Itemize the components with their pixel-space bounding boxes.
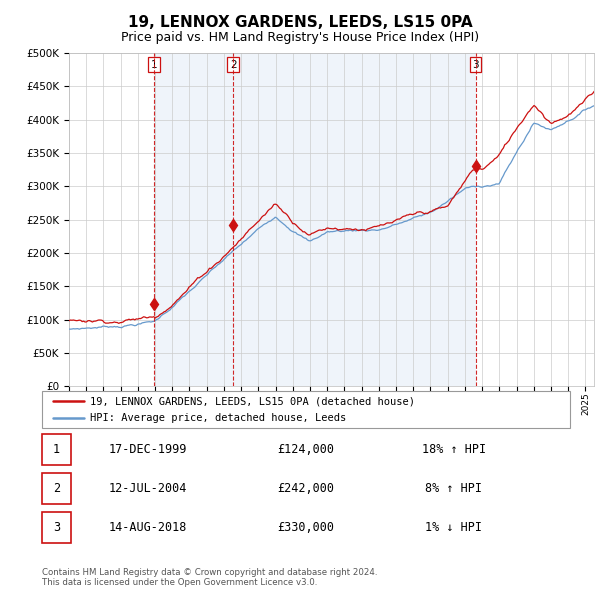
Text: 14-AUG-2018: 14-AUG-2018 [109,521,187,534]
Text: 18% ↑ HPI: 18% ↑ HPI [422,443,486,456]
Bar [42,512,71,543]
Text: 12-JUL-2004: 12-JUL-2004 [109,482,187,495]
Text: 1% ↓ HPI: 1% ↓ HPI [425,521,482,534]
Text: £124,000: £124,000 [277,443,335,456]
Text: 1: 1 [53,443,60,456]
Text: 2: 2 [53,482,60,495]
Text: £242,000: £242,000 [277,482,335,495]
Text: 2: 2 [230,60,236,70]
Text: 19, LENNOX GARDENS, LEEDS, LS15 0PA (detached house): 19, LENNOX GARDENS, LEEDS, LS15 0PA (det… [89,396,415,407]
Text: £330,000: £330,000 [277,521,335,534]
Text: HPI: Average price, detached house, Leeds: HPI: Average price, detached house, Leed… [89,412,346,422]
Text: Contains HM Land Registry data © Crown copyright and database right 2024.
This d: Contains HM Land Registry data © Crown c… [42,568,377,587]
Text: 1: 1 [151,60,158,70]
Text: 3: 3 [53,521,60,534]
Bar [42,434,71,465]
Text: 17-DEC-1999: 17-DEC-1999 [109,443,187,456]
Text: 19, LENNOX GARDENS, LEEDS, LS15 0PA: 19, LENNOX GARDENS, LEEDS, LS15 0PA [128,15,472,30]
Bar [42,473,71,504]
Text: 8% ↑ HPI: 8% ↑ HPI [425,482,482,495]
Text: 3: 3 [472,60,479,70]
Bar [154,53,476,386]
Text: Price paid vs. HM Land Registry's House Price Index (HPI): Price paid vs. HM Land Registry's House … [121,31,479,44]
